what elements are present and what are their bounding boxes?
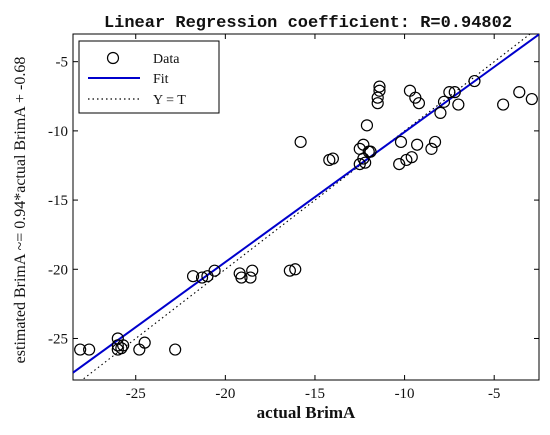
data-point (411, 138, 424, 151)
data-point (283, 264, 296, 277)
data-point (111, 339, 124, 352)
data-point (235, 271, 248, 284)
data-point (244, 271, 257, 284)
chart-title: Linear Regression coefficient: R=0.94802 (104, 14, 512, 33)
ticks-layer: -25 -20 -15 -10 -5 -25 -20 -15 -10 -5 (48, 34, 539, 402)
data-point (371, 97, 384, 110)
legend-data-marker (106, 51, 120, 65)
legend-label-yeqt: Y = T (153, 93, 186, 108)
data-point (138, 336, 151, 349)
data-point (513, 86, 526, 99)
legend-label-fit: Fit (153, 72, 169, 87)
data-point (186, 270, 200, 283)
x-axis-label: actual BrimA (257, 403, 356, 422)
legend: Data Fit Y = T (78, 40, 220, 114)
x-tick-label: -25 (126, 386, 146, 402)
data-point (525, 92, 538, 106)
data-point (364, 145, 377, 158)
y-tick-label: -15 (48, 193, 68, 209)
data-point (393, 157, 406, 171)
fit-line-layer (73, 34, 539, 374)
x-tick-label: -10 (395, 386, 415, 402)
data-point (326, 152, 339, 165)
data-point (294, 135, 307, 149)
data-point (434, 106, 447, 119)
data-point (373, 84, 386, 97)
data-point (289, 263, 302, 276)
x-tick-label: -15 (305, 386, 325, 402)
data-point (437, 95, 451, 108)
data-point (394, 135, 408, 149)
data-point (497, 98, 510, 111)
data-point (83, 343, 96, 356)
data-point (452, 98, 465, 111)
data-point (360, 119, 374, 132)
data-point (359, 156, 372, 169)
data-point (468, 74, 481, 88)
data-point (373, 80, 386, 93)
data-point (74, 343, 87, 356)
data-point (195, 271, 209, 284)
x-tick-label: -5 (488, 386, 501, 402)
legend-label-data: Data (153, 52, 180, 67)
y-tick-label: -25 (48, 331, 68, 347)
identity-line-layer (81, 34, 531, 380)
data-point (117, 339, 130, 352)
data-point (405, 151, 418, 164)
data-points-layer (74, 74, 538, 356)
fit-line (73, 34, 539, 374)
data-point (208, 264, 221, 277)
identity-line (81, 34, 531, 380)
y-tick-label: -20 (48, 262, 68, 278)
y-tick-label: -10 (48, 124, 68, 140)
data-point (412, 97, 426, 110)
data-point (428, 135, 442, 149)
y-axis-label: estimated BrimA ~= 0.94*actual BrimA + -… (12, 57, 29, 364)
data-point (246, 264, 259, 277)
data-point (443, 86, 456, 99)
y-tick-label: -5 (56, 55, 69, 71)
data-point (425, 142, 438, 155)
x-tick-label: -20 (215, 386, 235, 402)
data-point (169, 343, 182, 356)
data-point (448, 86, 461, 99)
